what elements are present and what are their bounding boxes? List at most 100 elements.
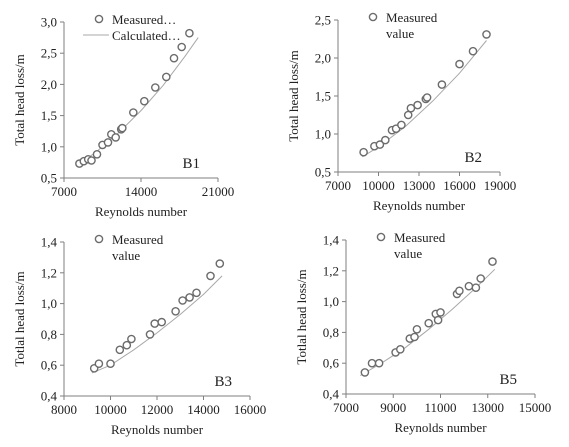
y-axis-title: Totlal head loss/m — [294, 269, 309, 364]
panel-label: B1 — [182, 156, 200, 172]
x-tick-label: 19000 — [484, 178, 517, 193]
x-tick-label: 10000 — [94, 402, 127, 417]
data-point — [178, 296, 187, 305]
legend-label: Measured… — [112, 12, 176, 27]
x-tick-label: 12000 — [141, 402, 174, 417]
data-point — [87, 156, 96, 165]
legend-label: value — [394, 246, 422, 261]
y-tick-label: 1,4 — [41, 235, 58, 250]
x-tick-label: 7000 — [51, 184, 77, 199]
x-tick-label: 13000 — [472, 400, 505, 415]
x-tick-label: 9000 — [380, 400, 406, 415]
data-point — [412, 324, 422, 334]
data-point — [171, 306, 180, 316]
data-point — [433, 315, 443, 325]
x-tick-label: 21000 — [202, 184, 235, 199]
legend: Measured…Calculated… — [83, 12, 181, 43]
data-point — [464, 281, 474, 291]
x-tick-label: 7000 — [325, 178, 351, 193]
data-point — [139, 96, 149, 106]
x-tick-label: 11000 — [424, 400, 456, 415]
legend-marker — [376, 232, 386, 242]
data-point — [482, 30, 491, 39]
data-point — [359, 147, 368, 157]
data-point — [192, 288, 201, 298]
data-point — [150, 83, 160, 92]
y-tick-label: 2,5 — [41, 46, 57, 61]
data-point — [122, 340, 132, 350]
x-axis-title: Reynolds number — [95, 204, 188, 219]
data-point — [380, 135, 390, 145]
data-point — [106, 359, 115, 369]
x-tick-label: 10000 — [362, 178, 395, 193]
x-tick-label: 14000 — [187, 402, 220, 417]
x-tick-label: 13000 — [403, 178, 436, 193]
data-point — [157, 317, 166, 327]
y-tick-label: 0,5 — [41, 171, 57, 186]
legend-marker — [94, 14, 104, 24]
data-point — [422, 93, 432, 102]
legend-marker — [368, 12, 378, 22]
legend-label: Measured — [112, 232, 164, 247]
x-tick-label: 16000 — [443, 178, 476, 193]
x-tick-label: 14000 — [125, 184, 158, 199]
data-point — [468, 46, 478, 56]
panel-label: B3 — [214, 374, 232, 390]
x-tick-label: 7000 — [333, 400, 359, 415]
legend-label: value — [112, 248, 140, 263]
data-point — [169, 53, 179, 63]
data-point — [103, 138, 113, 147]
data-point — [375, 140, 385, 149]
y-tick-label: 0,8 — [323, 325, 339, 340]
panel-b3: 0,4 0,6 0,8 1,0 1,2 1,4 8000 10000 12000 14000 160… — [12, 232, 266, 437]
data-point — [94, 359, 104, 369]
data-point — [471, 283, 481, 293]
y-tick-label: 2,0 — [315, 51, 331, 66]
y-tick-label: 0,4 — [41, 389, 58, 404]
y-tick-label: 0,5 — [315, 165, 331, 180]
y-tick-label: 1,0 — [41, 139, 57, 154]
data-point — [118, 123, 127, 133]
y-tick-label: 1,0 — [41, 296, 57, 311]
legend-label: value — [386, 26, 414, 41]
y-tick-label: 1,2 — [323, 263, 339, 278]
data-point — [436, 308, 445, 317]
y-tick-label: 1,0 — [323, 294, 339, 309]
calculated-curve — [76, 37, 199, 167]
y-axis-title: Total head loss/m — [12, 54, 27, 146]
y-tick-label: 1,5 — [41, 108, 57, 123]
y-tick-label: 0,8 — [41, 327, 57, 342]
panel-label: B2 — [464, 150, 482, 166]
y-tick-label: 1,4 — [323, 233, 340, 248]
data-point — [367, 358, 377, 368]
data-point — [111, 133, 120, 142]
y-axis-title: Totlal head loss/m — [12, 271, 27, 366]
data-point — [115, 345, 125, 355]
y-tick-label: 2,0 — [41, 77, 57, 92]
data-point — [488, 257, 497, 266]
data-point — [215, 259, 225, 268]
panel-b1: 0,5 1,0 1,5 2,0 2,5 3,0 7000 14000 21000 Reynolds… — [12, 12, 234, 219]
data-point — [397, 120, 406, 130]
y-tick-label: 0,6 — [323, 356, 340, 371]
x-axis-title: Reynolds number — [373, 198, 466, 213]
x-axis-title: Reynolds number — [111, 422, 204, 437]
legend-marker — [94, 234, 104, 244]
data-point — [185, 293, 194, 302]
y-tick-label: 3,0 — [41, 15, 57, 30]
data-point — [395, 344, 405, 354]
y-axis-title: Total head loss/m — [286, 50, 301, 142]
data-point — [145, 330, 155, 339]
data-point — [127, 334, 136, 344]
data-point — [413, 100, 422, 110]
x-tick-label: 15000 — [519, 400, 552, 415]
data-point — [92, 149, 102, 159]
data-point — [161, 72, 171, 82]
data-point — [437, 80, 447, 89]
y-tick-label: 0,6 — [41, 358, 58, 373]
x-tick-label: 8000 — [51, 402, 77, 417]
